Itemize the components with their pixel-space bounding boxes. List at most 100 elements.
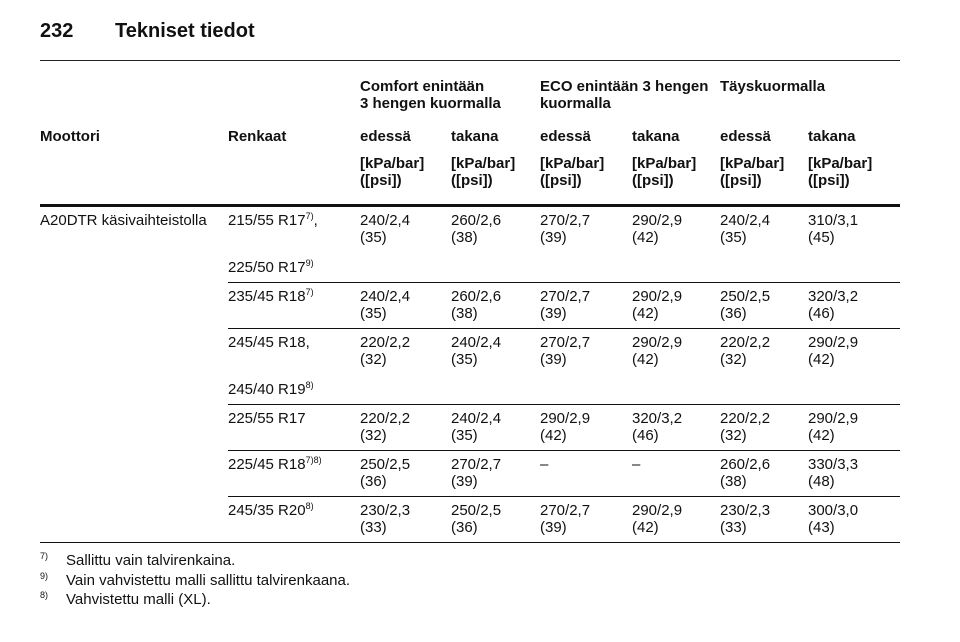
tire: 225/55 R17 <box>228 410 360 427</box>
footnote-text: Vain vahvistettu malli sallittu talviren… <box>66 571 351 589</box>
tires-cell: 245/45 R18, 245/40 R198) <box>228 328 360 405</box>
tire-note: 8) <box>305 380 314 390</box>
column-header: Renkaat <box>228 128 287 145</box>
tires-cell: 245/35 R208) <box>228 496 360 543</box>
empty-cell <box>40 155 360 207</box>
pressure-cell: 320/3,2 (46) <box>808 282 900 329</box>
pressure-cell: 240/2,4 (35) <box>360 205 451 283</box>
unit-header: [kPa/bar] ([psi]) <box>720 155 808 207</box>
units-row: [kPa/bar] ([psi]) [kPa/bar] ([psi]) [kPa/b… <box>40 155 900 207</box>
footnotes: 7) Sallittu vain talvirenkaina. 9) Vain vah… <box>40 551 350 610</box>
page-title: Tekniset tiedot <box>115 20 255 42</box>
data-row: 225/55 R17 220/2,2 (32) 240/2,4 (35) 290/2,… <box>40 404 900 451</box>
pressure-cell: 270/2,7 (39) <box>540 496 632 543</box>
tire-note: 9) <box>305 258 314 268</box>
tires-cell: 235/45 R187) <box>228 282 360 329</box>
tires-cell: 225/45 R187)8) <box>228 450 360 497</box>
pressure-cell: 290/2,9 (42) <box>808 404 900 451</box>
tire-size: 215/55 R17 <box>228 212 306 229</box>
tire-suffix: , <box>313 212 318 229</box>
header-rule <box>40 60 900 61</box>
pressure-cell: 290/2,9 (42) <box>540 404 632 451</box>
tire: 235/45 R187) <box>228 287 360 306</box>
column-header: takana <box>451 128 499 145</box>
tire-size: 225/50 R17 <box>228 259 306 276</box>
column-header-row: Moottori Renkaat edessä takana edessä takana e… <box>40 128 900 155</box>
data-row: 245/35 R208) 230/2,3 (33) 250/2,5 (36) 270/… <box>40 496 900 543</box>
footnote-text: Sallittu vain talvirenkaina. <box>66 552 236 569</box>
pressure-cell: 320/3,2 (46) <box>632 404 720 451</box>
pressure-cell: 240/2,4 (35) <box>451 404 540 451</box>
unit-header: [kPa/bar] ([psi]) <box>808 155 900 207</box>
tire: 215/55 R177), <box>228 211 360 230</box>
pressure-cell: 250/2,5 (36) <box>360 450 451 497</box>
tire-size: 225/45 R18 <box>228 456 306 473</box>
data-row: 225/45 R187)8) 250/2,5 (36) 270/2,7 (39) – –… <box>40 450 900 497</box>
data-row: 235/45 R187) 240/2,4 (35) 260/2,6 (38) 270/… <box>40 282 900 329</box>
tire-size: 245/40 R19 <box>228 381 306 398</box>
pressure-cell: 260/2,6 (38) <box>451 205 540 283</box>
pressure-cell: 250/2,5 (36) <box>451 496 540 543</box>
tire: 225/50 R179) <box>228 258 360 277</box>
pressure-cell: 240/2,4 (35) <box>451 328 540 405</box>
pressure-cell: 290/2,9 (42) <box>632 205 720 283</box>
pressure-cell: 290/2,9 (42) <box>632 328 720 405</box>
pressure-cell: 300/3,0 (43) <box>808 496 900 543</box>
page-number: 232 <box>40 20 74 42</box>
empty-cell <box>40 78 360 128</box>
column-header: takana <box>808 128 856 145</box>
tire: 245/40 R198) <box>228 380 360 399</box>
tire-size: 245/35 R20 <box>228 502 306 519</box>
pressure-cell: 290/2,9 (42) <box>808 328 900 405</box>
engine-cell: A20DTR käsivaihteistolla <box>40 205 228 543</box>
group-header: Comfort enintään 3 hengen kuormalla <box>360 78 501 112</box>
tires-cell: 225/55 R17 <box>228 404 360 451</box>
column-header: edessä <box>720 128 771 145</box>
pressure-cell: 330/3,3 (48) <box>808 450 900 497</box>
column-header: edessä <box>360 128 411 145</box>
footnote: 7) Sallittu vain talvirenkaina. <box>40 551 236 570</box>
footnote-text: Vahvistettu malli (XL). <box>66 591 211 608</box>
pressure-cell: 230/2,3 (33) <box>720 496 808 543</box>
pressure-cell: 310/3,1 (45) <box>808 205 900 283</box>
column-header: Moottori <box>40 128 100 145</box>
pressure-cell: 260/2,6 (38) <box>720 450 808 497</box>
pressure-cell: – <box>632 450 720 497</box>
pressure-cell: 230/2,3 (33) <box>360 496 451 543</box>
footnote: 8) Vahvistettu malli (XL). <box>40 590 211 609</box>
pressure-cell: 270/2,7 (39) <box>540 282 632 329</box>
pressure-cell: 220/2,2 (32) <box>360 404 451 451</box>
tire: 225/45 R187)8) <box>228 455 360 474</box>
footnote: 9) Vain vahvistettu malli sallittu talvir… <box>40 570 351 589</box>
column-header: edessä <box>540 128 591 145</box>
pressure-cell: 220/2,2 (32) <box>720 328 808 405</box>
unit-header: [kPa/bar] ([psi]) <box>632 155 720 207</box>
pressure-cell: – <box>540 450 632 497</box>
tire-note: 7)8) <box>305 455 322 465</box>
tires-cell: 215/55 R177), 225/50 R179) <box>228 205 360 283</box>
pressure-cell: 290/2,9 (42) <box>632 282 720 329</box>
pressure-cell: 270/2,7 (39) <box>451 450 540 497</box>
pressure-cell: 220/2,2 (32) <box>360 328 451 405</box>
tire: 245/35 R208) <box>228 501 360 520</box>
group-header: ECO enintään 3 hengen kuormalla <box>540 78 709 112</box>
tire: 245/45 R18, <box>228 334 360 351</box>
group-header: Täyskuormalla <box>720 78 826 95</box>
tire-note: 8) <box>305 501 314 511</box>
tire-note: 7) <box>305 287 314 297</box>
unit-header: [kPa/bar] ([psi]) <box>360 155 451 207</box>
tire-size: 245/45 R18, <box>228 334 310 351</box>
pressure-cell: 240/2,4 (35) <box>720 205 808 283</box>
pressure-cell: 270/2,7 (39) <box>540 328 632 405</box>
pressure-cell: 260/2,6 (38) <box>451 282 540 329</box>
pressure-cell: 250/2,5 (36) <box>720 282 808 329</box>
tire-note: 7) <box>305 211 314 221</box>
pressure-cell: 240/2,4 (35) <box>360 282 451 329</box>
pressure-cell: 220/2,2 (32) <box>720 404 808 451</box>
pressure-cell: 270/2,7 (39) <box>540 205 632 283</box>
tire-size: 235/45 R18 <box>228 288 306 305</box>
unit-header: [kPa/bar] ([psi]) <box>540 155 632 207</box>
data-row: 245/45 R18, 245/40 R198) 220/2,2 (32) 240/2… <box>40 328 900 405</box>
pressure-table: Comfort enintään 3 hengen kuormalla ECO e… <box>40 78 900 543</box>
